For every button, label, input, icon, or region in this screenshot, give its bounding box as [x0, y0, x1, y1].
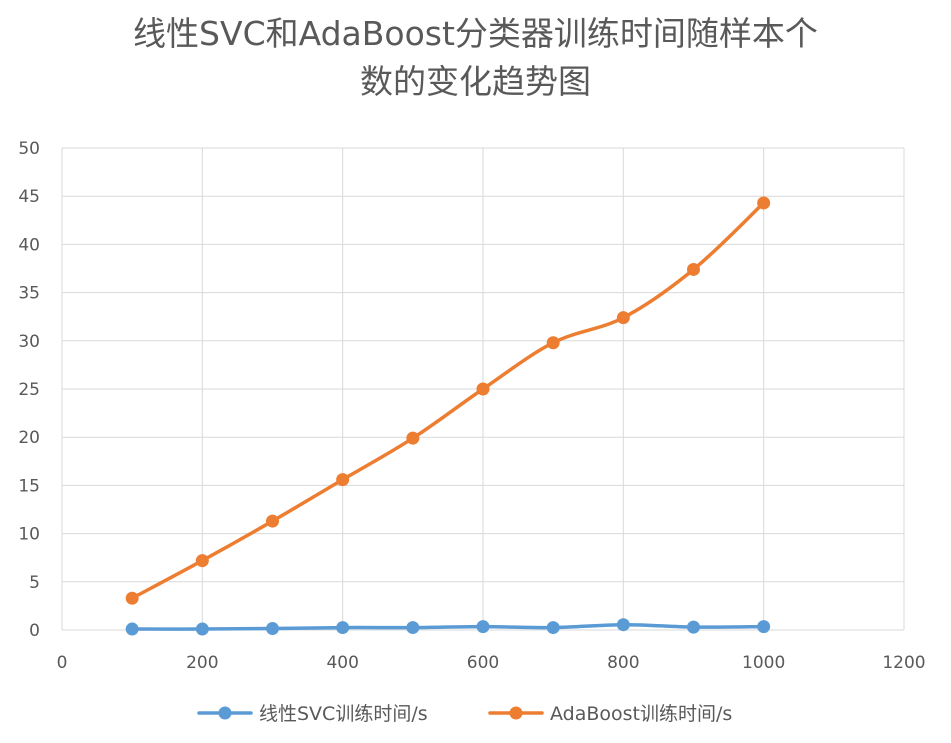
- x-tick-label: 0: [57, 653, 68, 673]
- y-tick-label: 15: [18, 476, 40, 496]
- y-tick-label: 0: [29, 621, 40, 641]
- y-tick-label: 10: [18, 525, 40, 545]
- series-2-point: [616, 311, 630, 325]
- series-1-point: [476, 620, 490, 634]
- series-2: [125, 196, 771, 605]
- x-tick-label: 800: [607, 653, 639, 673]
- legend-label-1: 线性SVC训练时间/s: [259, 703, 428, 725]
- y-tick-label: 35: [18, 284, 40, 304]
- series-1-point: [546, 621, 560, 635]
- gridlines: [61, 147, 905, 631]
- y-tick-label: 25: [18, 380, 40, 400]
- x-tick-label: 1200: [882, 653, 925, 673]
- x-tick-label: 200: [186, 653, 218, 673]
- series-1-point: [616, 618, 630, 632]
- series-1-point: [687, 620, 700, 634]
- y-tick-label: 40: [18, 235, 40, 255]
- series-2-point: [125, 591, 139, 605]
- series-1-line: [130, 622, 766, 631]
- series-1: [125, 618, 771, 636]
- legend-label-2: AdaBoost训练时间/s: [550, 703, 732, 725]
- series-2-point: [195, 554, 209, 568]
- series-1-point: [195, 622, 209, 636]
- chart-title-line-1: 线性SVC和AdaBoost分类器训练时间随样本个: [133, 14, 818, 53]
- series-2-point: [406, 431, 420, 445]
- series-2-point: [546, 336, 560, 350]
- series-2-point: [757, 196, 771, 210]
- chart-title: 线性SVC和AdaBoost分类器训练时间随样本个 数的变化趋势图: [0, 10, 951, 106]
- y-tick-label: 30: [18, 332, 40, 352]
- series-2-point: [336, 473, 350, 487]
- series-1-point: [406, 621, 420, 635]
- series-2-line: [130, 201, 766, 600]
- x-tick-label: 600: [467, 653, 499, 673]
- series-1-point: [125, 622, 139, 636]
- legend-marker-1: [218, 706, 232, 720]
- series-2-point: [687, 262, 700, 276]
- x-tick-label: 400: [326, 653, 358, 673]
- series-2-point: [266, 514, 279, 528]
- y-tick-label: 50: [18, 139, 40, 159]
- series-1-point: [757, 620, 771, 634]
- series-2-point: [476, 382, 490, 396]
- series-1-point: [336, 621, 350, 635]
- x-tick-label: 1000: [742, 653, 785, 673]
- legend-marker-2: [509, 706, 523, 720]
- y-tick-label: 20: [18, 428, 40, 448]
- chart-title-line-2: 数的变化趋势图: [360, 62, 591, 101]
- legend: 线性SVC训练时间/s AdaBoost训练时间/s: [197, 703, 732, 725]
- y-tick-label: 5: [29, 573, 40, 593]
- series-1-point: [266, 622, 279, 636]
- y-tick-label: 45: [18, 187, 40, 207]
